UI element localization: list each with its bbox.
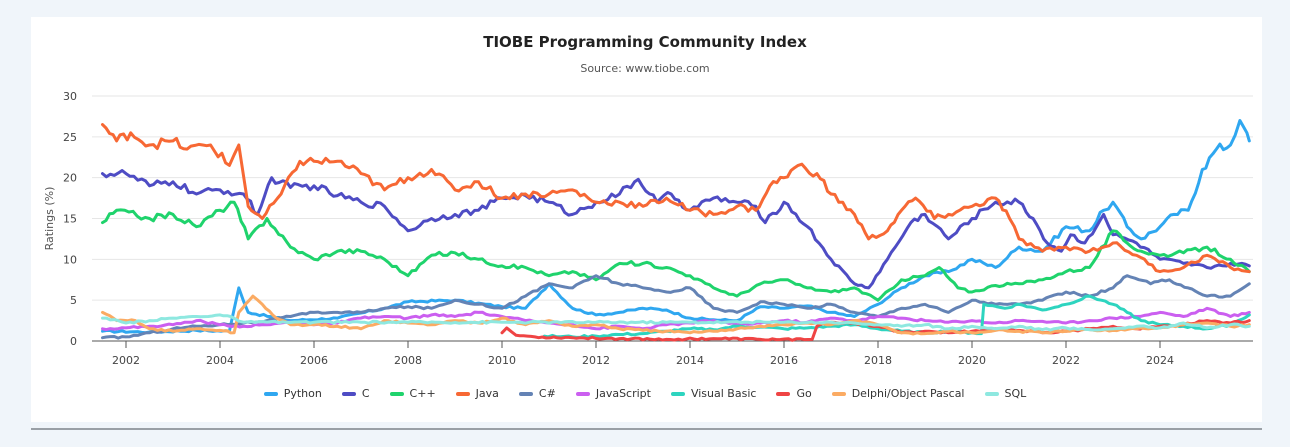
legend-label: Go xyxy=(796,387,812,400)
legend-swatch xyxy=(455,391,470,396)
legend-label: Delphi/Object Pascal xyxy=(851,387,965,400)
series-line-java xyxy=(101,123,1251,274)
legend-label: Python xyxy=(283,387,322,400)
x-tick-label: 2006 xyxy=(300,354,328,367)
legend-swatch xyxy=(575,391,590,396)
legend-label: C xyxy=(361,387,370,400)
legend-item[interactable]: C xyxy=(341,387,370,400)
series-line-c- xyxy=(101,200,1251,302)
legend-swatch xyxy=(670,391,685,396)
legend-item[interactable]: Go xyxy=(776,387,812,400)
legend-swatch xyxy=(831,391,846,396)
legend-item[interactable]: JavaScript xyxy=(575,387,651,400)
x-tick-label: 2010 xyxy=(488,354,516,367)
x-tick-label: 2018 xyxy=(864,354,892,367)
legend-swatch xyxy=(263,391,278,396)
legend-item[interactable]: C++ xyxy=(389,387,436,400)
x-tick-label: 2008 xyxy=(394,354,422,367)
x-tick-label: 2012 xyxy=(582,354,610,367)
legend-label: JavaScript xyxy=(595,387,651,400)
legend-label: SQL xyxy=(1004,387,1027,400)
x-tick-label: 2004 xyxy=(206,354,234,367)
legend-swatch xyxy=(341,391,356,396)
x-axis-ticks: 2002 2004 2006 2008 2010 2012 2014 2016 2018 2020… xyxy=(112,341,1174,367)
x-tick-label: 2020 xyxy=(958,354,986,367)
legend-label: C++ xyxy=(409,387,436,400)
chart-card xyxy=(31,17,1262,422)
gridlines xyxy=(92,95,1253,301)
series-line-sql xyxy=(101,313,1251,332)
legend-item[interactable]: Delphi/Object Pascal xyxy=(831,387,965,400)
bottom-divider xyxy=(31,428,1262,430)
x-tick-label: 2016 xyxy=(770,354,798,367)
x-tick-label: 2024 xyxy=(1146,354,1174,367)
y-tick-label: 10 xyxy=(63,253,77,266)
y-tick-label: 30 xyxy=(63,90,77,103)
y-tick-label: 5 xyxy=(70,294,77,307)
y-tick-label: 0 xyxy=(70,335,77,348)
y-axis-ticks: 0 5 10 15 20 25 30 xyxy=(63,90,77,348)
y-axis-label: Ratings (%) xyxy=(43,187,56,251)
legend-item[interactable]: Python xyxy=(263,387,322,400)
legend-swatch xyxy=(389,391,404,396)
y-tick-label: 25 xyxy=(63,131,77,144)
legend-swatch xyxy=(984,391,999,396)
legend-label: Visual Basic xyxy=(690,387,757,400)
legend-item[interactable]: C# xyxy=(518,387,556,400)
chart-subtitle: Source: www.tiobe.com xyxy=(580,62,710,75)
legend-item[interactable]: SQL xyxy=(984,387,1027,400)
legend-label: C# xyxy=(538,387,556,400)
x-tick-label: 2002 xyxy=(112,354,140,367)
legend-label: Java xyxy=(475,387,499,400)
legend-swatch xyxy=(518,391,533,396)
x-tick-label: 2014 xyxy=(676,354,704,367)
legend-item[interactable]: Visual Basic xyxy=(670,387,757,400)
series-line-c- xyxy=(101,274,1251,340)
series-lines xyxy=(101,119,1251,342)
x-tick-label: 2022 xyxy=(1052,354,1080,367)
y-tick-label: 15 xyxy=(63,213,77,226)
y-tick-label: 20 xyxy=(63,172,77,185)
legend: Python C C++ Java C# JavaScript Visual Basic Go… xyxy=(0,387,1290,400)
legend-item[interactable]: Java xyxy=(455,387,499,400)
legend-swatch xyxy=(776,391,791,396)
chart-title: TIOBE Programming Community Index xyxy=(483,33,807,51)
series-line-python xyxy=(101,119,1251,335)
